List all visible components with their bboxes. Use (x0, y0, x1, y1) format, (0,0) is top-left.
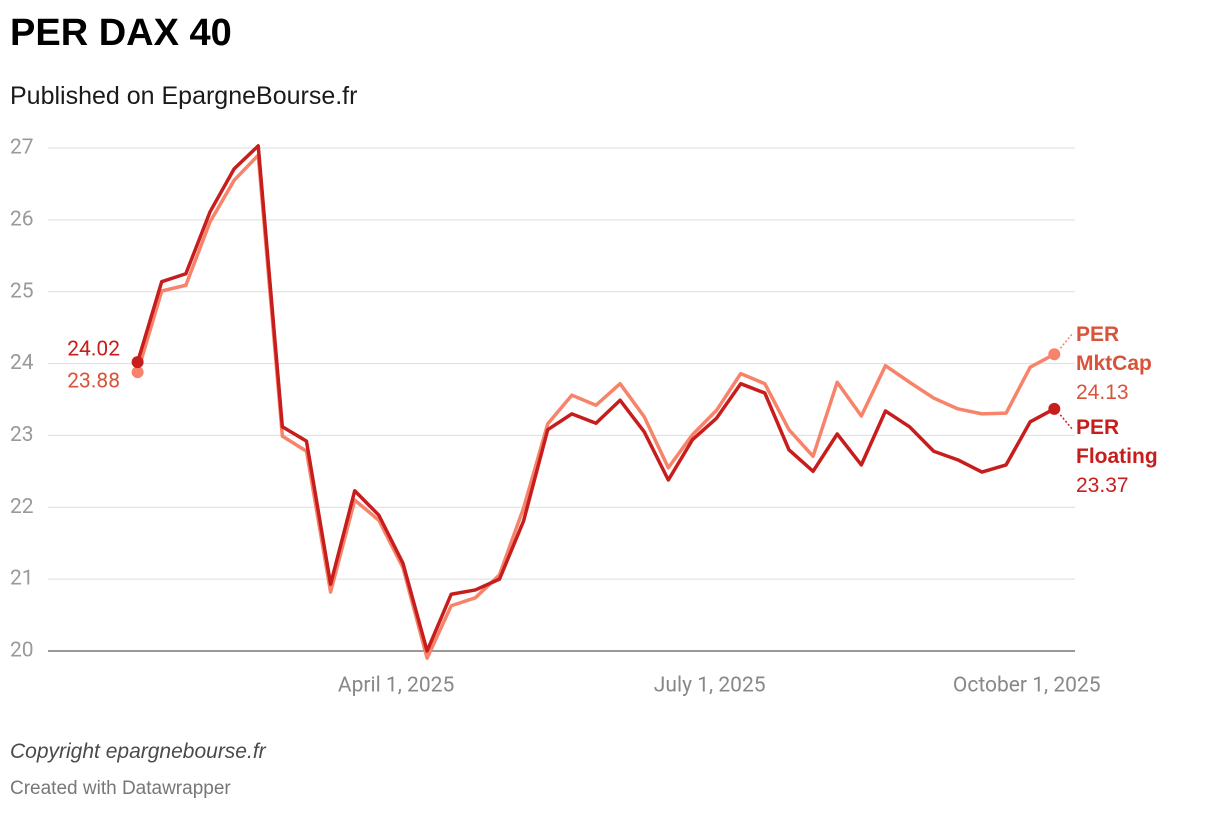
end-dot (1048, 402, 1061, 415)
source: Copyright epargnebourse.fr (10, 740, 266, 763)
y-tick-label: 20 (10, 639, 34, 663)
leader-line (1059, 333, 1073, 349)
x-tick-label: April 1, 2025 (338, 674, 454, 698)
line (135, 153, 1056, 660)
y-tick-label: 27 (10, 136, 34, 160)
value-label: 23.88 (67, 370, 120, 394)
x-tick-label: October 1, 2025 (953, 674, 1101, 698)
value-label: 23.37 (1076, 473, 1129, 497)
x-tick-label: July 1, 2025 (654, 674, 766, 698)
value-label: 24.13 (1076, 381, 1129, 405)
legend-label: PER Floating (1076, 415, 1158, 468)
line (135, 144, 1056, 653)
legend-label: PER MktCap (1076, 323, 1152, 376)
y-tick-label: 26 (10, 207, 34, 231)
y-tick-label: 25 (10, 279, 34, 303)
y-tick-label: 23 (10, 423, 34, 447)
y-tick-label: 22 (10, 495, 34, 519)
y-tick-label: 21 (10, 567, 34, 591)
end-dot (131, 356, 144, 369)
leader-line (1059, 414, 1073, 430)
end-dot (1048, 348, 1061, 361)
y-tick-label: 24 (10, 351, 34, 375)
value-label: 24.02 (67, 338, 120, 362)
credit: Created with Datawrapper (10, 778, 231, 799)
chart-subtitle: Published on EpargneBourse.fr (10, 82, 358, 110)
chart-title: PER DAX 40 (10, 12, 232, 54)
end-dot (131, 366, 144, 379)
